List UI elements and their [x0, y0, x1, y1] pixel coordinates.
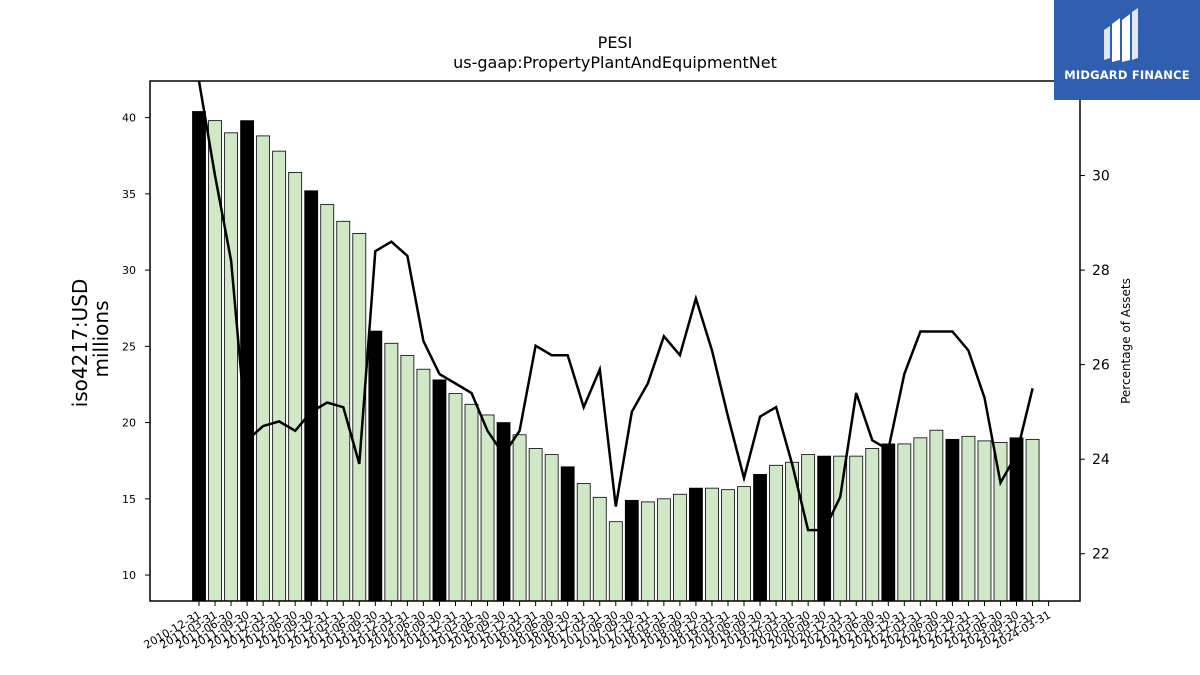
bar [432, 379, 447, 602]
bar [400, 355, 415, 602]
y-tick-label: 30 [122, 264, 136, 277]
y-axis: 10 15 20 25 30 35 40 [122, 112, 150, 582]
bar [192, 111, 206, 602]
x-axis: 2010-12-312011-03-312011-06-302011-09-30… [142, 601, 1053, 652]
bar [913, 437, 928, 602]
bar [416, 368, 431, 602]
brand-name: MIDGARD FINANCE [1064, 68, 1190, 82]
bar [240, 120, 254, 602]
midgard-m-icon [1104, 8, 1138, 62]
y-tick-label: 10 [122, 569, 136, 582]
y2-tick-label: 28 [1092, 263, 1110, 279]
bar [384, 342, 399, 602]
bar [464, 403, 479, 602]
y2-tick-label: 22 [1092, 547, 1110, 563]
plot-frame [149, 80, 1081, 602]
bar [208, 120, 222, 602]
y2-tick-label: 30 [1092, 169, 1110, 185]
chart-subtitle: us-gaap:PropertyPlantAndEquipmentNet [453, 53, 777, 72]
bar [656, 498, 671, 602]
bar [624, 499, 639, 602]
bar [929, 429, 944, 602]
bar [897, 443, 912, 602]
bar [753, 474, 767, 602]
bar [256, 135, 271, 602]
bar [368, 330, 383, 602]
bar [288, 172, 303, 602]
bar [881, 443, 896, 602]
bar [544, 454, 559, 602]
bar [480, 414, 495, 602]
bar [448, 393, 463, 602]
y-tick-label: 25 [122, 340, 136, 353]
bar [1025, 438, 1040, 602]
bar [640, 501, 655, 602]
y-axis-label-line2: millions [89, 300, 113, 377]
brand-logo: MIDGARD FINANCE [1054, 0, 1200, 100]
bar [705, 487, 719, 602]
bar [560, 466, 575, 602]
bar [993, 442, 1008, 602]
bar [592, 496, 607, 602]
bar [977, 440, 992, 602]
bar [512, 434, 527, 602]
line-group [197, 81, 1034, 532]
bar [769, 464, 783, 602]
y-axis-label-line1: iso4217:USD [68, 279, 92, 408]
bar [961, 435, 976, 602]
bar [272, 150, 287, 602]
y-tick-label: 35 [122, 188, 136, 201]
bar [945, 438, 960, 602]
bar [689, 487, 703, 602]
bar [576, 483, 591, 602]
y2-tick-label: 24 [1092, 452, 1110, 468]
chart-title: PESI [598, 33, 633, 52]
bar [865, 448, 880, 602]
bar [304, 190, 319, 602]
series-line [197, 81, 1034, 532]
bar [833, 455, 848, 602]
bar [224, 132, 238, 602]
bar [528, 448, 543, 602]
y2-tick-label: 26 [1092, 358, 1110, 374]
y-tick-label: 20 [122, 417, 136, 430]
bar [721, 489, 735, 602]
y-tick-label: 40 [122, 112, 136, 125]
bar [849, 455, 864, 602]
bar [737, 486, 751, 602]
y2-axis-label: Percentage of Assets [1119, 278, 1133, 404]
y2-axis: 22 24 26 28 30 [1080, 169, 1110, 563]
bar [673, 493, 687, 602]
bar [608, 521, 623, 602]
y-tick-label: 15 [122, 493, 136, 506]
